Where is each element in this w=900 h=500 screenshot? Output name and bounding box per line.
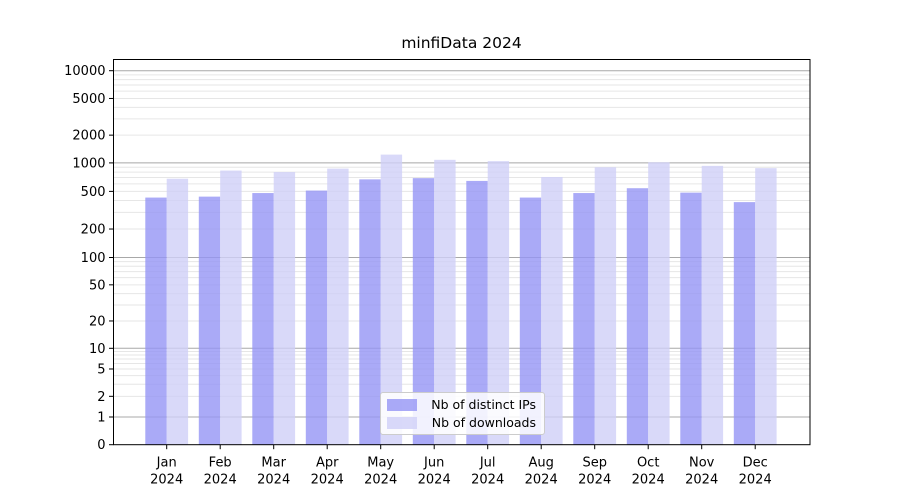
legend-item-distinct-ips: Nb of distinct IPs — [387, 397, 536, 412]
bar-downloads — [220, 170, 242, 445]
y-tick-label: 1 — [97, 411, 105, 426]
x-tick-label-year: 2024 — [311, 473, 344, 488]
bar-distinct-ips — [680, 192, 702, 445]
x-tick-label-year: 2024 — [685, 473, 718, 488]
y-tick-label: 2 — [97, 390, 105, 405]
chart-title: minfiData 2024 — [401, 34, 522, 52]
legend-label-downloads: Nb of downloads — [431, 415, 536, 430]
x-tick-label-month: Mar — [261, 456, 286, 471]
bar-downloads — [380, 154, 403, 445]
x-tick-label-month: Sep — [582, 456, 607, 471]
y-tick-label: 0 — [97, 438, 105, 453]
legend: Nb of distinct IPs Nb of downloads — [380, 392, 545, 435]
y-tick-label: 20 — [89, 314, 106, 329]
x-tick-label-year: 2024 — [204, 473, 237, 488]
bar-downloads — [166, 178, 189, 445]
x-tick-label-year: 2024 — [578, 473, 611, 488]
legend-item-downloads: Nb of downloads — [387, 415, 536, 430]
bar-distinct-ips — [305, 190, 328, 445]
bar-downloads — [273, 172, 296, 445]
x-tick-label-year: 2024 — [257, 473, 290, 488]
x-tick-label-month: Oct — [637, 456, 659, 471]
x-tick-label-month: Dec — [743, 456, 768, 471]
bar-downloads — [755, 168, 777, 445]
x-tick-label-month: May — [367, 456, 394, 471]
bar-distinct-ips — [145, 197, 167, 445]
x-tick-label-year: 2024 — [150, 473, 183, 488]
x-tick-label-month: Nov — [689, 456, 715, 471]
x-tick-label-year: 2024 — [418, 473, 451, 488]
bar-downloads — [487, 161, 510, 445]
bar-distinct-ips — [466, 180, 488, 445]
y-tick-label: 10 — [89, 342, 106, 357]
axes-spines — [113, 59, 811, 446]
bar-downloads — [541, 176, 563, 445]
legend-label-distinct-ips: Nb of distinct IPs — [431, 397, 536, 412]
y-tick-label: 50 — [89, 278, 106, 293]
x-tick-label-year: 2024 — [739, 473, 772, 488]
x-tick-label-month: Aug — [529, 456, 554, 471]
bar-downloads — [594, 167, 617, 445]
x-tick-label-month: Jan — [156, 456, 177, 471]
y-tick-label: 500 — [81, 185, 106, 200]
y-tick-label: 100 — [81, 251, 106, 266]
bar-distinct-ips — [412, 178, 435, 445]
y-tick-label: 2000 — [72, 129, 105, 144]
x-tick-label-month: Apr — [316, 456, 339, 471]
bar-distinct-ips — [519, 197, 542, 445]
x-tick-label-year: 2024 — [525, 473, 558, 488]
y-tick-label: 200 — [81, 223, 106, 238]
bar-downloads — [434, 159, 456, 445]
bar-distinct-ips — [573, 193, 595, 445]
bar-distinct-ips — [252, 193, 274, 445]
bar-distinct-ips — [359, 179, 381, 445]
x-tick-label-month: Feb — [209, 456, 232, 471]
x-tick-label-year: 2024 — [632, 473, 665, 488]
bar-distinct-ips — [198, 196, 221, 445]
y-tick-label: 5000 — [72, 92, 105, 107]
x-tick-label-year: 2024 — [364, 473, 397, 488]
bar-downloads — [648, 162, 670, 445]
bar-distinct-ips — [626, 188, 649, 445]
x-tick-label-year: 2024 — [471, 473, 504, 488]
bar-downloads — [701, 165, 724, 445]
y-tick-label: 1000 — [72, 156, 105, 171]
x-tick-label-month: Jun — [423, 456, 444, 471]
y-tick-label: 10000 — [64, 64, 105, 79]
legend-swatch-distinct-ips — [387, 398, 417, 411]
y-tick-label: 5 — [97, 362, 105, 377]
bar-distinct-ips — [733, 202, 756, 445]
legend-swatch-downloads — [387, 416, 417, 429]
bar-downloads — [327, 168, 349, 445]
x-tick-label-month: Jul — [479, 456, 496, 471]
